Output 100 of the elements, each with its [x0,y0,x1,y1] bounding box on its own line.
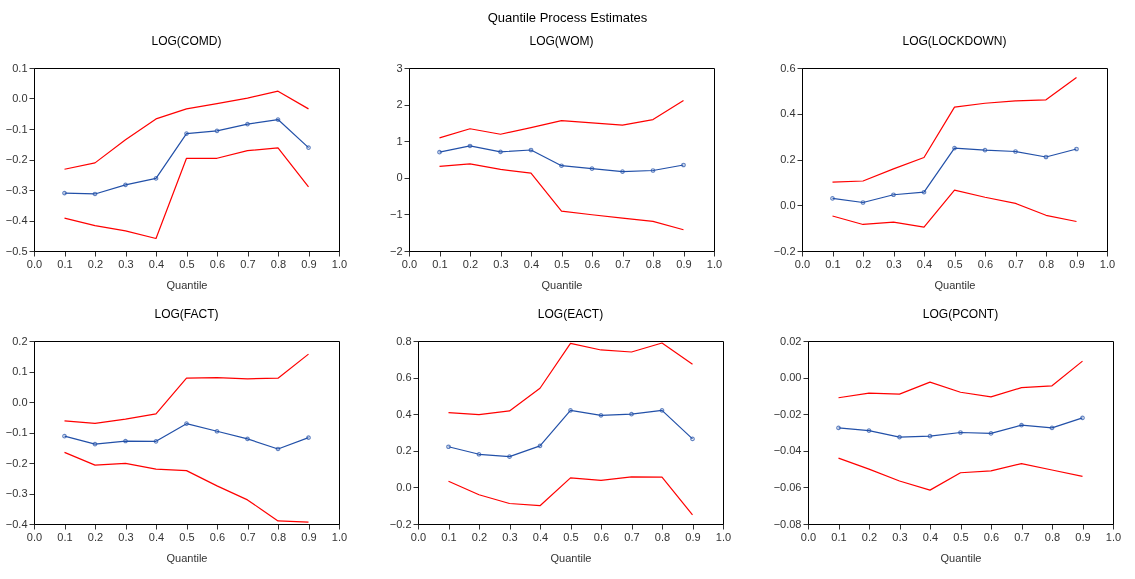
x-axis-title: Quantile [934,278,976,291]
x-axis-title: Quantile [541,278,583,291]
x-tick-label: 0.0 [410,530,427,543]
x-tick-label: 0.4 [916,257,933,270]
point [988,431,994,436]
x-axis-title: Quantile [940,551,982,564]
x-tick-label: 0.6 [209,257,226,270]
x-tick-label: 0.2 [87,530,104,543]
y-tick-label: −0.2 [5,153,28,165]
line-series [831,189,1078,228]
x-tick-label: 0.3 [892,530,908,543]
x-tick-label: 0.3 [118,530,134,543]
y-tick-label: 0.4 [780,107,796,120]
x-tick-label: 0.4 [922,530,939,543]
point [921,189,927,195]
point [897,434,902,440]
x-tick-label: 0.3 [886,257,902,270]
x-tick-label: 0.6 [983,530,1000,543]
x-tick-label: 0.5 [563,530,579,543]
x-tick-label: 0.3 [118,257,134,270]
point [860,200,866,205]
x-tick-label: 0.9 [301,530,317,543]
point [952,145,957,151]
x-tick-label: 0.7 [240,530,256,543]
x-tick-label: 0.5 [947,257,963,270]
y-tick-label: −0.4 [5,214,28,226]
x-tick-label: 0.5 [179,257,195,270]
point [123,182,128,188]
x-tick-label: 0.5 [953,530,969,543]
x-tick-label: 0.2 [861,530,878,543]
x-tick-label: 0.1 [441,530,457,543]
x-tick-label: 0.2 [462,257,479,270]
x-axis-title: Quantile [166,551,208,564]
point [620,169,625,174]
point [275,446,281,452]
x-tick-label: 0.3 [502,530,518,543]
y-tick-label: 0.02 [780,334,802,347]
text: Quantile Process Estimates [486,10,649,25]
y-tick-label: 0.1 [12,61,28,74]
y-tick-label: 0.2 [396,444,412,457]
y-tick-label: −0.2 [389,517,412,530]
x-tick-label: 0.7 [1014,530,1030,543]
chart-title: LOG(FACT) [154,307,219,321]
x-tick-label: 0.1 [57,257,73,270]
point [650,168,656,173]
line-series [447,342,694,416]
x-tick-label: 0.9 [685,530,701,543]
y-tick-label: 0.4 [396,407,412,420]
point [568,408,573,413]
x-tick-label: 0.8 [1038,257,1055,270]
y-tick-label: 0.2 [780,153,796,165]
y-tick-label: −2 [389,244,403,257]
x-tick-label: 1.0 [1099,257,1116,270]
point [958,430,963,435]
x-tick-label: 0.6 [593,530,610,543]
point [559,163,564,169]
x-axis-title: Quantile [550,551,592,564]
x-tick-label: 0.0 [794,257,811,270]
chart-title: LOG(COMD) [151,34,222,48]
point [153,439,159,444]
y-tick-label: −0.3 [5,487,28,499]
y-tick-label: 0.6 [396,371,412,384]
point [92,441,98,447]
y-tick-label: 0.0 [780,198,796,211]
line-series [63,90,310,170]
x-tick-label: 0.2 [855,257,872,270]
y-tick-label: −0.4 [5,517,28,530]
y-tick-label: −0.1 [5,122,28,135]
x-tick-label: 0.5 [554,257,570,270]
x-tick-label: 0.9 [676,257,692,270]
x-tick-label: 0.1 [57,530,73,543]
y-tick-label: −1 [389,207,403,220]
point [245,436,250,442]
x-tick-label: 0.0 [26,257,43,270]
y-tick-label: −0.1 [5,426,28,438]
point [537,443,543,449]
point [92,191,98,197]
y-tick-label: −0.2 [5,456,28,469]
y-tick-label: −0.02 [773,407,802,420]
point [214,428,220,434]
point [891,192,896,198]
point [659,408,665,413]
point [528,147,534,153]
x-tick-label: 0.8 [1044,530,1061,543]
point [476,451,482,457]
y-tick-label: 0.0 [12,395,28,408]
line-series [837,457,1084,491]
x-tick-label: 0.6 [209,530,226,543]
point [507,454,512,459]
x-tick-label: 0.2 [471,530,488,543]
y-tick-label: 0.6 [780,61,796,74]
point [498,149,503,155]
x-tick-label: 0.1 [825,257,841,270]
y-tick-label: 3 [396,61,403,74]
x-tick-label: 0.4 [523,257,540,270]
x-axis-title: Quantile [166,278,208,291]
x-tick-label: 0.9 [1069,257,1085,270]
y-tick-label: −0.5 [5,244,28,257]
x-tick-label: 0.7 [615,257,631,270]
point [214,128,220,134]
